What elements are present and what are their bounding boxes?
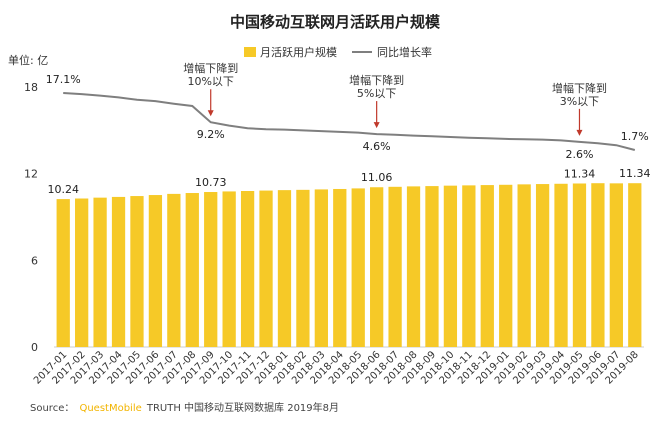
bar <box>609 183 623 347</box>
chart-title: 中国移动互联网月活跃用户规模 <box>230 13 441 31</box>
bar <box>204 192 218 347</box>
bar <box>130 196 144 347</box>
bar <box>185 193 199 347</box>
source-prefix: Source： <box>30 403 74 414</box>
bar <box>148 195 163 347</box>
growth-value-label: 17.1% <box>46 73 81 86</box>
bar-value-label: 10.24 <box>47 183 79 196</box>
bar <box>277 190 292 347</box>
growth-value-label: 9.2% <box>197 128 225 141</box>
bar <box>259 190 273 347</box>
bar <box>370 187 384 347</box>
bar <box>535 184 550 347</box>
y-tick-label: 12 <box>24 168 38 181</box>
bar-value-label: 10.73 <box>195 176 227 189</box>
legend-swatch-bar <box>244 47 256 57</box>
bar <box>296 189 310 347</box>
growth-value-label: 1.7% <box>621 130 649 143</box>
annotation-text: 增幅下降到 <box>349 73 404 87</box>
annotation-text: 增幅下降到 <box>552 81 607 95</box>
bar <box>111 196 126 347</box>
growth-value-label: 4.6% <box>363 140 391 153</box>
growth-value-label: 2.6% <box>565 148 593 161</box>
bar <box>554 183 568 347</box>
y-tick-label: 6 <box>31 254 38 267</box>
bar <box>351 188 365 347</box>
y-tick-label: 0 <box>31 341 38 354</box>
bar <box>628 183 642 347</box>
bar <box>406 186 421 347</box>
bar-value-label: 11.06 <box>361 171 393 184</box>
annotation-text: 10%以下 <box>187 75 233 88</box>
bar-value-label: 11.34 <box>619 167 651 180</box>
data-labels: 10.24 10.73 11.06 11.34 11.34 17.1% 9.2% 4.6% 2.… <box>46 61 651 196</box>
bar <box>499 184 513 347</box>
unit-label: 单位: 亿 <box>8 53 48 67</box>
bar <box>222 191 236 347</box>
source-line: Source： QuestMobile TRUTH 中国移动互联网数据库 201… <box>30 396 339 415</box>
bars <box>56 183 642 347</box>
annotation-text: 3%以下 <box>560 95 599 108</box>
bar <box>93 197 107 347</box>
annotation-arrow-head <box>373 122 380 129</box>
bar <box>572 183 587 347</box>
bar <box>425 186 439 347</box>
annotation-arrow-head <box>207 110 214 117</box>
legend-label-bar: 月活跃用户规模 <box>260 45 337 59</box>
bar <box>167 193 181 347</box>
annotation-arrow-head <box>576 129 583 136</box>
bar <box>75 198 89 347</box>
bar-value-label: 11.34 <box>564 167 596 180</box>
bar <box>443 185 458 347</box>
bar <box>333 188 347 347</box>
source-rest: TRUTH 中国移动互联网数据库 2019年8月 <box>146 401 339 414</box>
growth-line-path <box>63 92 636 151</box>
bar <box>462 185 476 347</box>
annotation-text: 增幅下降到 <box>183 61 238 75</box>
x-axis-ticks: 2017-012017-022017-032017-042017-052017-… <box>32 349 641 386</box>
annotation-text: 5%以下 <box>357 87 396 100</box>
bar <box>388 186 402 347</box>
legend-label-line: 同比增长率 <box>377 45 432 59</box>
bar <box>240 191 255 347</box>
bar <box>56 199 70 347</box>
bar <box>517 184 531 347</box>
bar <box>480 185 494 347</box>
bar <box>591 183 605 347</box>
bar <box>314 189 328 347</box>
y-tick-label: 18 <box>24 81 38 94</box>
growth-line <box>63 92 636 151</box>
source-brand: QuestMobile <box>79 403 141 414</box>
legend: 月活跃用户规模 同比增长率 <box>244 45 432 59</box>
